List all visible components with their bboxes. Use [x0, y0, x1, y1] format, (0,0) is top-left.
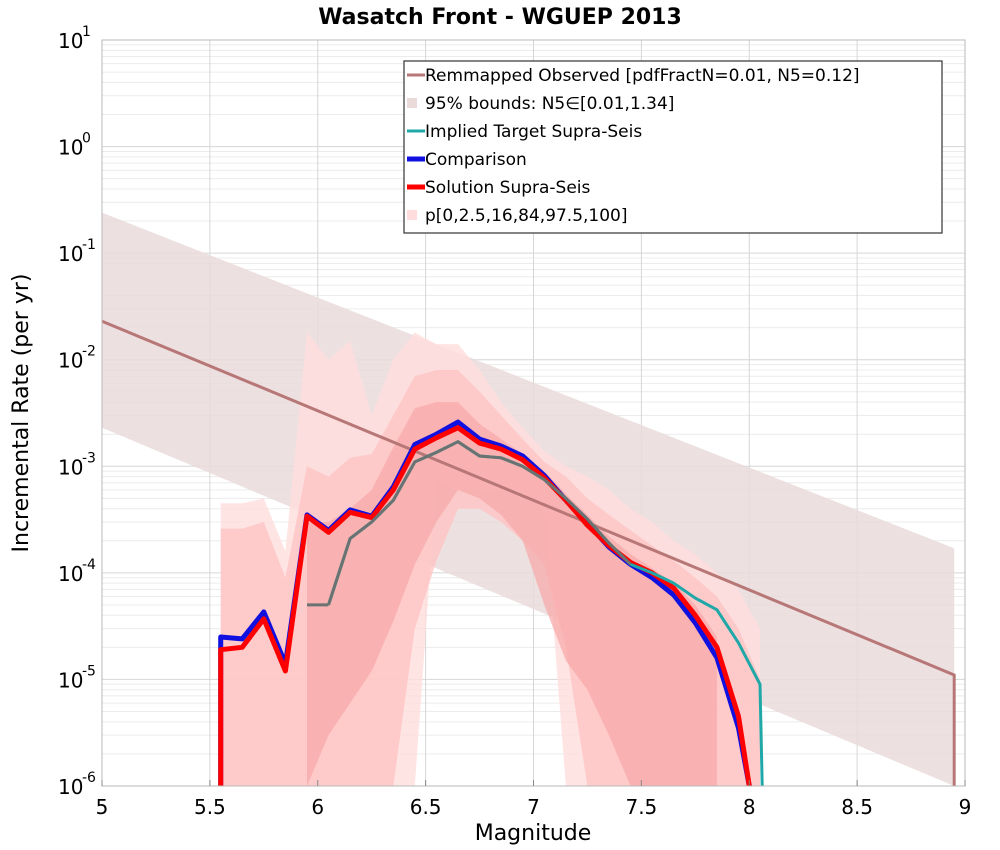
y-tick-label: 101 [58, 24, 91, 53]
x-tick-label: 5 [96, 795, 109, 819]
legend-label: Remmapped Observed [pdfFractN=0.01, N5=0… [425, 66, 860, 86]
legend-swatch [407, 98, 417, 108]
legend-label: 95% bounds: N5∈[0.01,1.34] [425, 94, 674, 114]
y-tick-base: 10 [58, 29, 83, 53]
legend: Remmapped Observed [pdfFractN=0.01, N5=0… [403, 60, 943, 234]
legend-label: p[0,2.5,16,84,97.5,100] [425, 206, 628, 226]
y-tick-label: 10-1 [58, 237, 96, 266]
legend-label: Comparison [425, 150, 527, 170]
x-axis-label: Magnitude [475, 821, 592, 846]
x-axis-ticks: 5 5.5 6 6.5 7 7.5 8 8.5 9 [96, 780, 972, 819]
y-tick-exponent: -4 [82, 557, 96, 573]
y-tick-label: 10-2 [58, 344, 96, 373]
y-tick-base: 10 [58, 455, 83, 479]
y-tick-label: 10-5 [58, 663, 96, 692]
implied-target-overlap [327, 439, 632, 606]
y-tick-base: 10 [58, 562, 83, 586]
y-tick-exponent: -1 [82, 237, 96, 253]
x-tick-label: 7 [527, 795, 540, 819]
remapped-observed-line [101, 319, 956, 786]
y-tick-exponent: -6 [82, 770, 96, 786]
solution-line [218, 425, 752, 787]
legend-box [403, 60, 943, 234]
y-tick-base: 10 [58, 136, 83, 160]
y-tick-base: 10 [58, 668, 83, 692]
x-tick-label: 9 [959, 795, 972, 819]
y-tick-label: 100 [58, 131, 91, 160]
chart-title: Wasatch Front - WGUEP 2013 [318, 5, 682, 30]
y-axis-label: Incremental Rate (per yr) [9, 274, 34, 553]
x-tick-label: 6 [311, 795, 324, 819]
y-tick-exponent: 0 [82, 131, 91, 147]
legend-swatch [407, 210, 417, 220]
y-tick-label: 10-3 [58, 450, 96, 479]
y-tick-exponent: -5 [82, 663, 96, 679]
x-tick-label: 6.5 [410, 795, 442, 819]
y-tick-base: 10 [58, 775, 83, 799]
y-tick-exponent: -2 [82, 344, 96, 360]
x-tick-label: 5.5 [194, 795, 226, 819]
y-tick-exponent: -3 [82, 450, 96, 466]
y-tick-base: 10 [58, 242, 83, 266]
data-lines [101, 319, 956, 787]
legend-label: Solution Supra-Seis [425, 178, 591, 198]
y-tick-label: 10-6 [58, 770, 96, 799]
x-tick-label: 8.5 [841, 795, 873, 819]
x-tick-label: 7.5 [625, 795, 657, 819]
legend-label: Implied Target Supra-Seis [425, 122, 642, 142]
y-tick-label: 10-4 [58, 557, 96, 586]
y-tick-base: 10 [58, 349, 83, 373]
y-tick-exponent: 1 [82, 24, 91, 40]
p-band-inner [307, 402, 717, 786]
x-tick-label: 8 [743, 795, 756, 819]
